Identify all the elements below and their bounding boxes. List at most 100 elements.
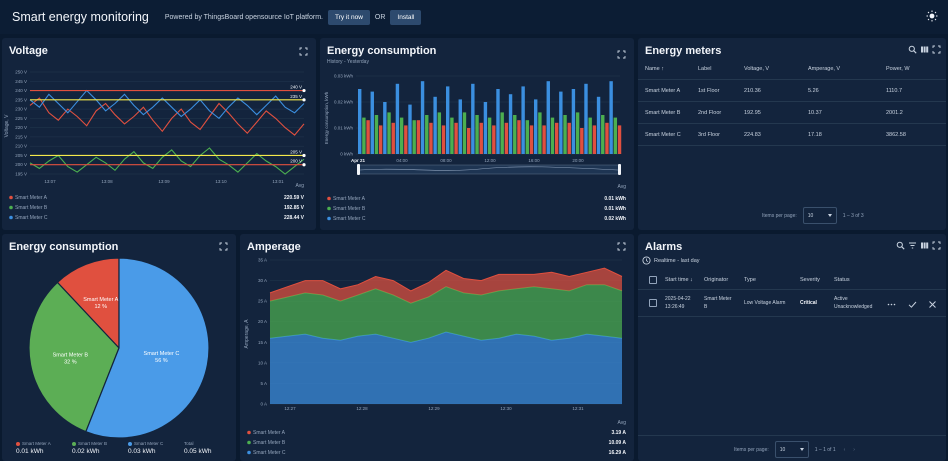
select-all-checkbox[interactable] [649,276,657,284]
x-tick-label: 13:10 [215,179,227,184]
energy-bar [529,125,534,154]
fullscreen-icon[interactable] [299,47,308,56]
energy-bar [513,115,517,154]
energy-bar [399,117,404,154]
column-header-name[interactable]: Name ↑ [645,65,664,72]
legend-dot [9,195,13,200]
legend-value: 0.01 kWh [16,448,44,455]
y-tick-label: 250 V [15,70,27,75]
previous-page-icon[interactable]: ‹ [843,446,846,453]
more-icon[interactable] [887,300,896,309]
column-header-start-time[interactable]: Start time ↓ [665,277,693,283]
search-icon[interactable] [896,241,905,250]
legend-label: Smart Meter C [134,441,164,446]
y-tick-label: 15 A [258,340,267,345]
threshold-marker [302,98,306,102]
legend-label: Total [184,441,194,446]
legend-value: 0.02 kWh [72,448,100,455]
y-axis-label: Amperage, A [244,319,250,349]
column-header-power[interactable]: Power, W [886,65,910,72]
legend-dot [327,196,331,201]
y-tick-label: 210 V [15,144,27,149]
items-per-page-label: Items per page: [734,446,769,453]
legend-value: 10.09 A [609,440,627,446]
install-button[interactable]: Install [390,9,422,25]
amperage-line [269,284,623,304]
y-tick-label: 235 V [15,97,27,102]
fullscreen-icon[interactable] [617,50,626,59]
y-tick-label: 195 V [15,172,27,177]
top-bar: Smart energy monitoring Powered by Thing… [0,0,948,34]
energy-bar [521,86,525,154]
items-per-page-select[interactable]: 10 [774,441,809,458]
cell-power: 3862.58 [886,131,906,138]
table-row[interactable]: Smart Meter C 3rd Floor 224.83 17.18 386… [638,124,946,146]
alarm-row[interactable]: 2025-04-22 13:26:49 Smart Meter B Low Vo… [638,291,946,317]
filter-icon[interactable] [908,241,917,250]
column-header-amperage[interactable]: Amperage, V [808,65,841,72]
legend-label: Smart Meter A [333,196,366,202]
fullscreen-icon[interactable] [932,241,941,250]
amperage-title: Amperage [247,241,301,253]
column-header-type[interactable]: Type [744,277,756,283]
energy-bar [454,122,458,154]
x-tick-label: Apr 21 [351,158,366,163]
pie-slice-label: Smart Meter B [53,352,89,358]
legend-value: 16.29 A [609,450,627,456]
table-row[interactable]: Smart Meter A 1st Floor 210.36 5.26 1110… [638,80,946,102]
legend-label: Smart Meter B [78,441,108,446]
pie-legend-item: Smart Meter A 0.01 kWh [16,441,72,455]
y-tick-label: 230 V [15,107,27,112]
energy-meters-card: Energy meters Name ↑ Label Voltage, V Am… [638,38,946,230]
column-header-severity[interactable]: Severity [800,277,820,283]
alarms-card: Alarms Realtime - last day Start time ↓ … [638,234,946,461]
x-tick-label: 12:00 [484,158,496,163]
column-header-voltage[interactable]: Voltage, V [744,65,770,72]
x-tick-label: 16:00 [528,158,540,163]
table-row[interactable]: Smart Meter B 2nd Floor 192.95 10.37 200… [638,102,946,124]
y-tick-label: 30 A [258,278,267,283]
energy-bar [441,125,446,154]
column-header-status[interactable]: Status [834,277,850,283]
y-tick-label: 225 V [15,116,27,121]
energy-bar [483,102,488,154]
legend-dot [247,430,251,435]
energy-bar [517,120,521,154]
fullscreen-icon[interactable] [932,45,941,54]
energy-bar [609,81,613,154]
energy-bar [554,122,559,154]
legend-value: 220.59 V [284,195,305,201]
row-checkbox[interactable] [649,299,657,307]
theme-toggle-sun-icon[interactable] [926,10,938,22]
legend-label: Smart Meter A [22,441,51,446]
try-it-now-button[interactable]: Try it now [327,9,370,25]
items-per-page-select[interactable]: 10 [802,207,837,224]
clear-close-icon[interactable] [928,300,937,309]
y-tick-label: 0.02 kWh [334,100,354,105]
energy-bar [584,83,588,154]
energy-bar [500,112,504,154]
next-page-icon[interactable]: › [853,446,855,453]
columns-icon[interactable] [920,241,929,250]
acknowledge-check-icon[interactable] [908,300,917,309]
page-range: 1 – 1 of 1 [814,446,836,453]
slider-preview-line [359,166,619,171]
energy-bar [479,122,483,154]
energy-bar [475,115,479,154]
y-tick-label: 0 A [260,402,267,407]
pie-card: Energy consumption Smart Meter A 12 % Smar… [2,234,236,461]
energy-bar [613,117,618,154]
time-filter[interactable]: Realtime - last day [642,256,700,265]
energy-bar [378,125,383,154]
fullscreen-icon[interactable] [219,242,228,251]
legend-value: 0.02 kWh [604,216,626,222]
table-header: Name ↑ Label Voltage, V Amperage, V Powe… [638,58,946,80]
alarm-time: 13:26:49 [665,304,685,310]
energy-bar [466,128,471,154]
column-header-originator[interactable]: Originator [704,277,729,283]
column-header-label[interactable]: Label [698,65,712,72]
search-icon[interactable] [908,45,917,54]
columns-icon[interactable] [920,45,929,54]
x-tick-label: 12:29 [428,406,440,411]
fullscreen-icon[interactable] [617,242,626,251]
